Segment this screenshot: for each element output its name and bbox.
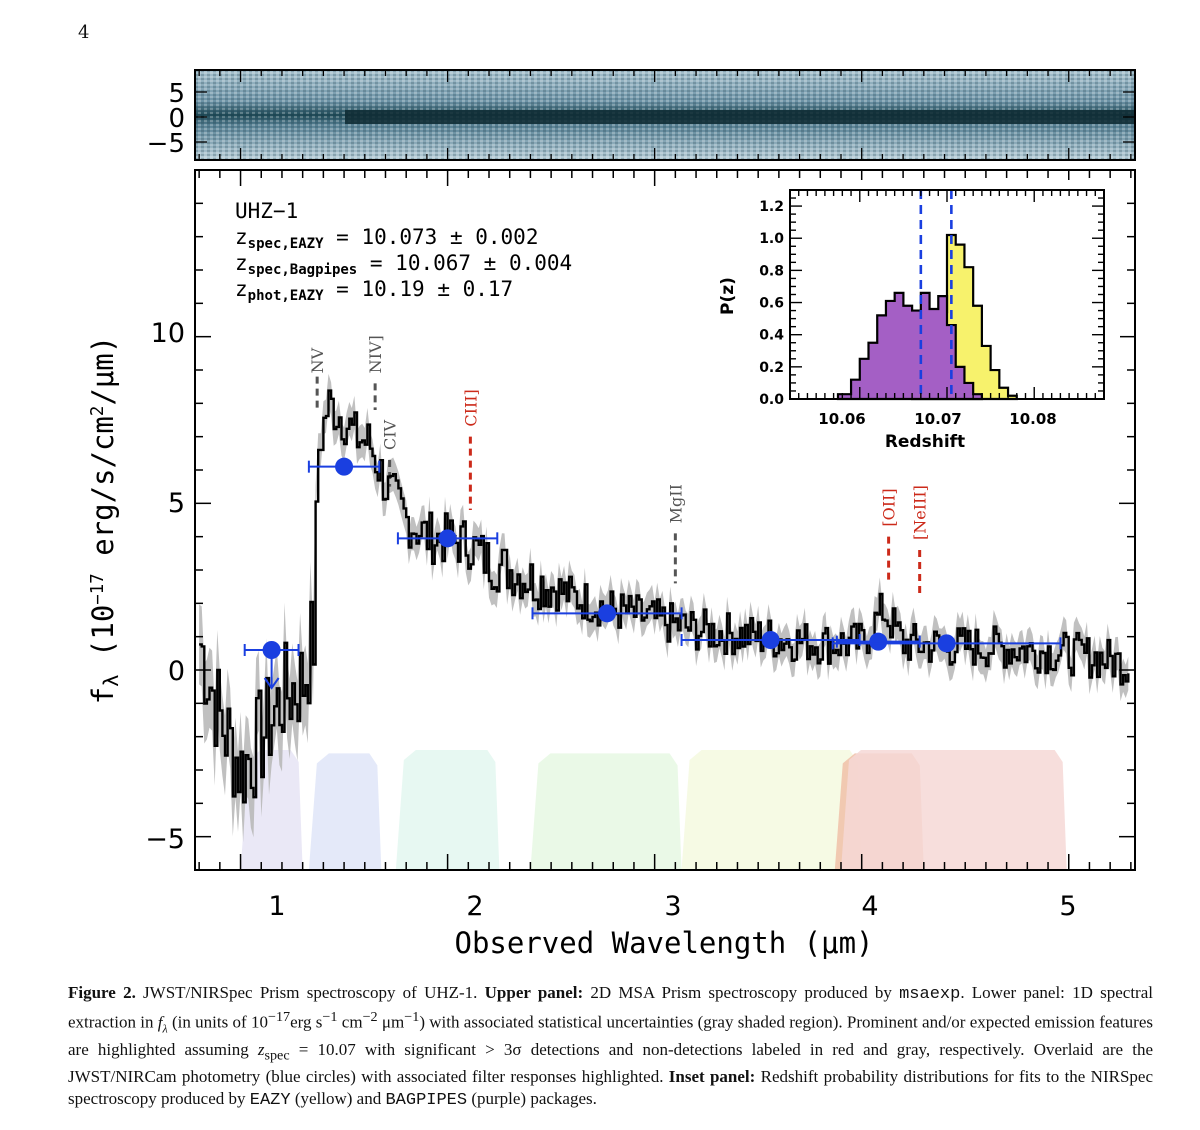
photometry-point: [869, 632, 888, 651]
caption-exponent: −2: [362, 1009, 378, 1025]
spectrum-2d-trace: [345, 110, 1135, 124]
object-name: UHZ−1: [235, 199, 298, 223]
redshift-line: zphot,EAZY = 10.19 ± 0.17: [235, 277, 513, 304]
spectrum-2d-ytick: 5: [168, 79, 185, 109]
filter-response-f150w: [308, 753, 382, 870]
caption-exponent: −17: [267, 1009, 291, 1025]
filter-response-f277w: [530, 753, 682, 870]
caption-text: (in units of 10: [167, 1012, 268, 1032]
main-ylabel: fλ (10−17 erg/s/cm2/μm): [86, 336, 123, 704]
inset-ytick: 0.0: [759, 392, 784, 408]
caption-exponent: −1: [322, 1009, 338, 1025]
main-xlabel: Observed Wavelength (μm): [454, 926, 873, 960]
emission-line-label: [OII]: [880, 488, 899, 526]
emission-line-label: [NeIII]: [911, 485, 930, 540]
figure-caption: Figure 2. JWST/NIRSpec Prism spectroscop…: [68, 982, 1153, 1112]
upper-limit-arrowhead: [263, 677, 280, 690]
emission-line-label: CIII]: [461, 389, 480, 426]
photometry-point: [598, 604, 617, 623]
photometry-point: [937, 634, 956, 653]
redshift-line: zspec,Bagpipes = 10.067 ± 0.004: [235, 251, 572, 278]
pz-histogram-bagpipes: [836, 291, 983, 401]
inset-ytick: 0.8: [759, 263, 784, 279]
main-frame: [194, 169, 1136, 871]
emission-line-label: NIV]: [366, 335, 385, 373]
photometry-point: [438, 529, 457, 548]
emission-line-label: NV: [308, 347, 327, 373]
caption-zspec: z: [257, 1040, 265, 1060]
inset-xtick: 10.06: [818, 410, 865, 428]
spectrum-2d-frame: [194, 69, 1136, 161]
caption-text: μm: [377, 1012, 405, 1032]
inset-panel: 10.06 10.07 10.08 Redshift P(z) 1.2 1.0 0.…: [708, 180, 1120, 452]
caption-text: 2D MSA Prism spectroscopy produced by: [583, 983, 900, 1002]
photometry-point: [761, 631, 780, 649]
caption-text: (purple) packages.: [467, 1089, 597, 1109]
main-xtick: 2: [466, 891, 483, 922]
inset-ytick: 0.2: [759, 360, 784, 376]
caption-label: Figure 2.: [68, 983, 136, 1002]
inset-xtick: 10.08: [1009, 410, 1056, 428]
caption-flambda: fλ: [157, 1012, 168, 1036]
inset-ytick: 0.6: [759, 296, 784, 312]
filter-response-f200w: [395, 750, 500, 870]
inset-xtick: 10.07: [914, 410, 961, 428]
inset-ytick: 1.2: [759, 199, 784, 215]
caption-code-bagpipes: BAGPIPES: [385, 1091, 468, 1111]
main-ytick: 0: [168, 656, 185, 687]
photometry-point: [262, 641, 281, 659]
page-number: 4: [78, 22, 90, 43]
caption-text: (yellow) and: [290, 1089, 386, 1109]
caption-inset-bold: Inset panel:: [668, 1067, 756, 1087]
main-xtick: 4: [861, 891, 878, 922]
filter-response-f444w: [840, 750, 1067, 870]
main-ytick: 5: [168, 488, 185, 519]
caption-exponent: −1: [404, 1009, 420, 1025]
filter-response-f356w: [681, 750, 862, 870]
caption-text: erg s: [290, 1012, 323, 1032]
caption-zspec-sub: spec: [264, 1047, 290, 1064]
caption-text: . Lower panel: 1D spectral extraction in: [68, 983, 1153, 1032]
spectrum-1d-line: [199, 389, 1130, 804]
main-xtick: 1: [268, 891, 285, 922]
spectrum-2d-panel: 5 0 −5: [147, 69, 1136, 161]
redshift-line: zspec,EAZY = 10.073 ± 0.002: [235, 225, 538, 252]
caption-code-eazy: EAZY: [249, 1091, 291, 1111]
inset-ylabel: P(z): [718, 277, 738, 315]
inset-ytick: 0.4: [759, 328, 784, 344]
spectrum-2d-ytick: 0: [168, 104, 185, 134]
inset-ytick: 1.0: [759, 231, 784, 247]
main-xtick: 5: [1059, 891, 1076, 922]
inset-xlabel: Redshift: [885, 432, 965, 452]
caption-text: ) with associated statistical uncertaint…: [68, 1012, 1153, 1060]
emission-line-label: MgII: [666, 484, 685, 523]
main-ytick: −5: [145, 824, 185, 855]
caption-text: JWST/NIRSpec Prism spectroscopy of UHZ-1…: [135, 983, 485, 1002]
caption-text: cm: [337, 1012, 363, 1032]
spectrum-1d-panel: NV NIV] CIV CIII] MgII [OII] [NeIII] 10 5 0 −5…: [86, 169, 1136, 960]
caption-upper-bold: Upper panel:: [484, 983, 584, 1002]
caption-text: = 10.07 with significant > 3σ detections…: [68, 1040, 1153, 1087]
emission-line-label: CIV: [381, 419, 400, 450]
caption-code-msaexp: msaexp: [899, 985, 961, 1004]
main-xtick: 3: [664, 891, 681, 922]
main-ytick: 10: [151, 318, 185, 349]
photometry-point: [335, 457, 354, 476]
spectrum-2d-ytick: −5: [147, 129, 185, 159]
caption-text: Redshift probability distributions for f…: [68, 1067, 1153, 1109]
